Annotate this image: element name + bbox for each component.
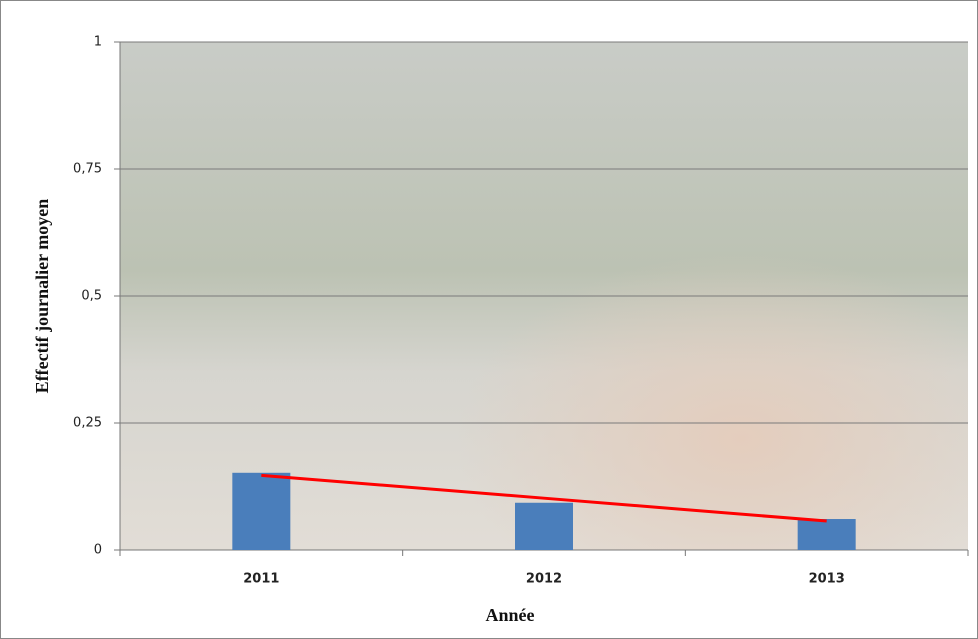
bar bbox=[797, 519, 856, 550]
x-tick-label: 2012 bbox=[526, 572, 562, 587]
bar bbox=[232, 472, 291, 550]
x-tick-label: 2011 bbox=[243, 572, 279, 587]
y-tick-label: 0,75 bbox=[73, 162, 102, 177]
x-axis-title: Année bbox=[486, 605, 535, 625]
trendline bbox=[261, 473, 827, 523]
y-axis-title: Effectif journalier moyen bbox=[32, 199, 52, 394]
y-tick-label: 0,5 bbox=[81, 289, 102, 304]
y-tick-label: 1 bbox=[94, 35, 102, 50]
y-tick-label: 0 bbox=[94, 543, 102, 558]
y-tick-label: 0,25 bbox=[73, 416, 102, 431]
photo-overlay bbox=[400, 180, 968, 550]
x-tick-label: 2013 bbox=[809, 572, 845, 587]
bar bbox=[515, 502, 573, 550]
